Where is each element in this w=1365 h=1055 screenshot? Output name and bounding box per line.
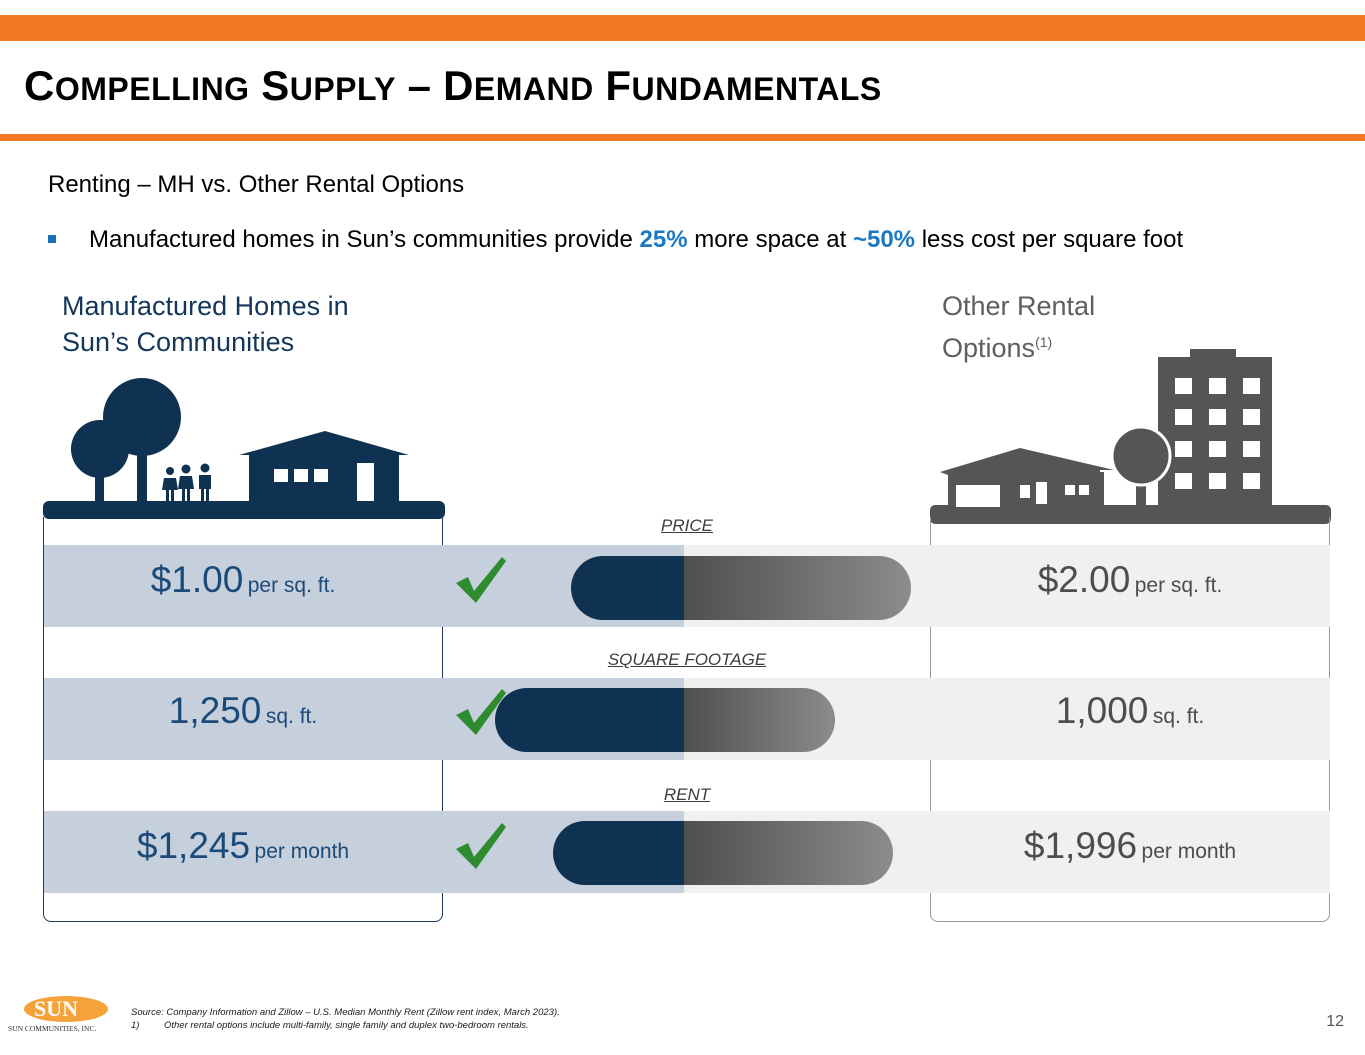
right-column-heading: Other Rental Options(1) xyxy=(942,291,1096,363)
bullet-text: Manufactured homes in Sun’s communities … xyxy=(89,226,1184,253)
checkmark-icon xyxy=(456,689,506,735)
title-divider xyxy=(0,134,1365,141)
square-bullet-icon xyxy=(48,235,56,243)
rent-value-mh: $1,245 per month xyxy=(136,825,350,866)
top-accent-band xyxy=(0,15,1365,41)
checkmark-icon xyxy=(456,823,506,869)
rent-comparison-bar xyxy=(553,821,893,885)
page-number: 12 xyxy=(1326,1013,1344,1030)
highlight-more-space: 25% xyxy=(639,226,688,253)
sqft-value-other: 1,000 sq. ft. xyxy=(1055,690,1205,731)
metric-label-price: PRICE xyxy=(661,516,713,535)
bar-segment-mh xyxy=(495,688,684,752)
community-home-illustration xyxy=(43,378,445,519)
sqft-comparison-bar xyxy=(495,688,835,752)
rental-buildings-illustration xyxy=(930,349,1331,524)
bar-segment-other xyxy=(684,556,911,620)
page-title: COMPELLING SUPPLY – DEMAND FUNDAMENTALS xyxy=(24,62,882,109)
sun-communities-logo: SUN SUN COMMUNITIES, INC. xyxy=(8,996,108,1033)
sqft-value-mh: 1,250 sq. ft. xyxy=(168,690,318,731)
metric-label-rent: RENT xyxy=(663,785,711,804)
price-value-other: $2.00 per sq. ft. xyxy=(1037,559,1223,600)
highlight-less-cost: ~50% xyxy=(852,226,916,253)
price-comparison-bar xyxy=(571,556,911,620)
svg-text:SUN COMMUNITIES, INC.: SUN COMMUNITIES, INC. xyxy=(8,1024,96,1033)
svg-text:SUN: SUN xyxy=(34,996,78,1021)
bar-segment-mh xyxy=(553,821,684,885)
footnote-reference: (1) xyxy=(1035,334,1053,350)
source-note: Source: Company Information and Zillow –… xyxy=(131,1007,560,1031)
rent-value-other: $1,996 per month xyxy=(1023,825,1237,866)
price-value-mh: $1.00 per sq. ft. xyxy=(150,559,336,600)
bar-segment-other xyxy=(684,821,893,885)
bar-segment-mh xyxy=(571,556,684,620)
bar-segment-other xyxy=(684,688,835,752)
left-column-heading: Manufactured Homes in Sun’s Communities xyxy=(62,291,349,357)
metric-label-square-footage: SQUARE FOOTAGE xyxy=(607,650,767,669)
checkmark-icon xyxy=(456,557,506,603)
section-subtitle: Renting – MH vs. Other Rental Options xyxy=(48,171,465,198)
